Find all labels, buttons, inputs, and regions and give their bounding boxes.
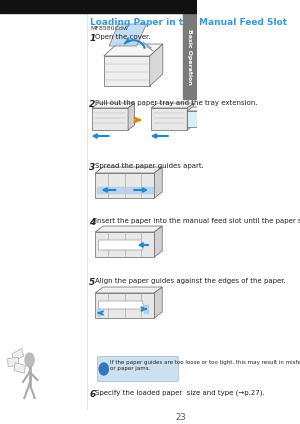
Text: 4: 4 xyxy=(89,218,96,227)
Polygon shape xyxy=(154,226,162,257)
Polygon shape xyxy=(128,103,135,130)
Polygon shape xyxy=(98,301,144,309)
Polygon shape xyxy=(151,103,194,108)
Polygon shape xyxy=(92,103,135,108)
Polygon shape xyxy=(95,167,162,173)
Text: 3: 3 xyxy=(89,163,96,172)
Bar xyxy=(0,0,197,13)
Text: Pull out the paper tray and the tray extension.: Pull out the paper tray and the tray ext… xyxy=(94,100,257,106)
Text: Insert the paper into the manual feed slot until the paper stops.: Insert the paper into the manual feed sl… xyxy=(94,218,300,224)
Polygon shape xyxy=(199,107,204,127)
Bar xyxy=(144,305,148,313)
Polygon shape xyxy=(150,44,163,86)
Bar xyxy=(183,14,197,99)
Text: Open the cover.: Open the cover. xyxy=(94,34,150,40)
Text: Basic Operation: Basic Operation xyxy=(187,29,192,84)
Polygon shape xyxy=(104,44,163,56)
Polygon shape xyxy=(104,56,150,86)
Polygon shape xyxy=(95,173,154,198)
Polygon shape xyxy=(92,108,128,130)
Polygon shape xyxy=(8,357,19,367)
Bar xyxy=(97,308,101,316)
Polygon shape xyxy=(14,363,25,373)
Polygon shape xyxy=(95,232,154,257)
Polygon shape xyxy=(154,167,162,198)
Polygon shape xyxy=(187,107,204,111)
Text: Align the paper guides against the edges of the paper.: Align the paper guides against the edges… xyxy=(94,278,285,284)
Text: MF8580Cdw: MF8580Cdw xyxy=(90,26,128,31)
Text: If the paper guides are too loose or too tight, this may result in misfeeds
or p: If the paper guides are too loose or too… xyxy=(110,360,300,371)
Bar xyxy=(97,187,153,193)
Polygon shape xyxy=(151,108,187,130)
Polygon shape xyxy=(187,111,199,127)
Polygon shape xyxy=(187,103,194,130)
Text: Spread the paper guides apart.: Spread the paper guides apart. xyxy=(94,163,203,169)
Polygon shape xyxy=(95,226,162,232)
Text: 2: 2 xyxy=(89,100,96,109)
Text: 6: 6 xyxy=(89,390,96,399)
Polygon shape xyxy=(109,24,146,46)
Polygon shape xyxy=(98,240,142,250)
Text: Specify the loaded paper  size and type (→p.27).: Specify the loaded paper size and type (… xyxy=(94,390,264,396)
Polygon shape xyxy=(12,349,24,362)
Text: 23: 23 xyxy=(175,413,186,421)
Text: Loading Paper in the Manual Feed Slot: Loading Paper in the Manual Feed Slot xyxy=(90,18,287,27)
FancyBboxPatch shape xyxy=(98,357,178,382)
Text: 5: 5 xyxy=(89,278,96,287)
Polygon shape xyxy=(95,287,162,293)
Polygon shape xyxy=(154,287,162,318)
Polygon shape xyxy=(95,293,154,318)
Circle shape xyxy=(25,353,34,367)
Text: 1: 1 xyxy=(89,34,96,43)
Ellipse shape xyxy=(99,363,108,375)
